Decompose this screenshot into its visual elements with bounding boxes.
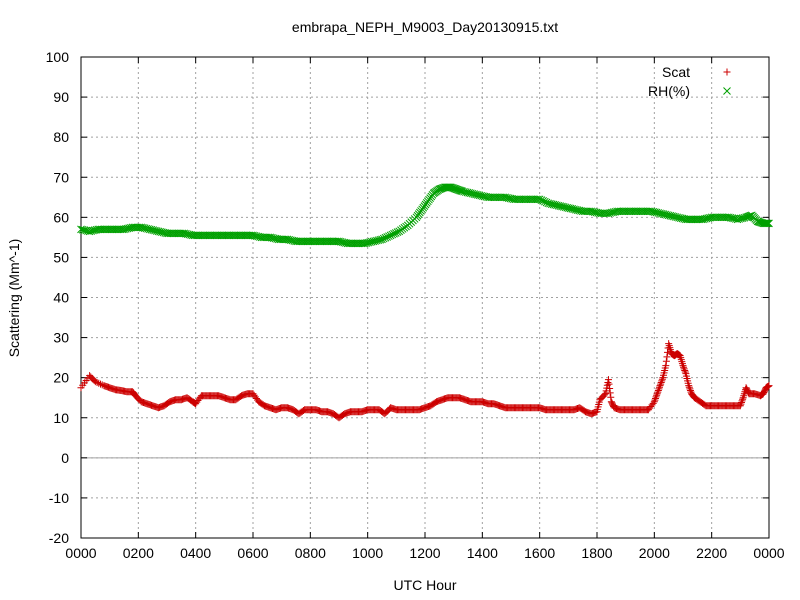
y-tick-label: 40: [53, 290, 69, 306]
scat-point: [600, 391, 608, 399]
scat-point: [739, 395, 747, 403]
scat-point: [606, 389, 614, 397]
legend-marker-scat: [723, 68, 731, 76]
y-tick-label: 30: [53, 330, 69, 346]
x-tick-label: 0200: [123, 545, 154, 561]
x-tick-label: 0800: [295, 545, 326, 561]
x-tick-label: 2200: [696, 545, 727, 561]
scat-point: [663, 353, 671, 361]
scat-point: [650, 398, 658, 406]
x-tick-labels: 0000 0200 0400 0600 0800 1000 1200 1400 1600 1800…: [65, 545, 784, 561]
legend-marker: [723, 68, 731, 76]
scat-point: [681, 366, 689, 374]
x-tick-label: 0000: [753, 545, 784, 561]
scat-point: [744, 388, 752, 396]
scat-point: [658, 375, 666, 383]
x-tick-label: 2000: [639, 545, 670, 561]
x-tick-label: 0000: [65, 545, 96, 561]
scat-point: [653, 391, 661, 399]
scat-point: [95, 379, 103, 387]
scat-point: [655, 383, 663, 391]
scat-point: [604, 376, 612, 384]
scat-point: [686, 385, 694, 393]
rh-point: [765, 219, 773, 228]
x-tick-label: 0400: [180, 545, 211, 561]
rh-point: [762, 219, 771, 228]
scat-point: [686, 386, 694, 394]
scat-point: [765, 382, 773, 390]
scat-point: [96, 380, 104, 388]
x-tick-label: 1200: [409, 545, 440, 561]
scat-point: [654, 388, 662, 396]
scat-point: [651, 396, 659, 404]
y-tick-label: 60: [53, 209, 69, 225]
scat-point: [98, 381, 106, 389]
x-tick-label: 1000: [352, 545, 383, 561]
scat-point: [655, 385, 663, 393]
scat-point: [737, 400, 745, 408]
scat-point: [680, 363, 688, 371]
y-tick-label: 50: [53, 249, 69, 265]
scat-point: [653, 390, 661, 398]
y-tick-label: -10: [49, 490, 69, 506]
chart-title: embrapa_NEPH_M9003_Day20130915.txt: [292, 19, 558, 35]
x-tick-label: 1600: [524, 545, 555, 561]
y-tick-label: 80: [53, 129, 69, 145]
y-tick-label: 70: [53, 169, 69, 185]
scat-point: [685, 382, 693, 390]
axis-ticks: [80, 56, 770, 539]
series-scat: [77, 340, 773, 422]
y-tick-label: -20: [49, 530, 69, 546]
x-tick-label: 1400: [467, 545, 498, 561]
legend: Scat RH(%): [648, 64, 731, 99]
y-tick-label: 10: [53, 410, 69, 426]
data-points: [77, 183, 773, 422]
y-tick-labels: -20 -10 0 10 20 30 40 50 60 70 80 90 100: [46, 49, 70, 546]
scat-point: [605, 380, 613, 388]
y-tick-label: 20: [53, 370, 69, 386]
scat-point: [654, 386, 662, 394]
x-tick-label: 1800: [581, 545, 612, 561]
legend-marker: [723, 87, 731, 95]
grid-lines: [81, 57, 769, 538]
scat-point: [738, 397, 746, 405]
scat-point: [606, 384, 614, 392]
x-axis-label: UTC Hour: [393, 577, 456, 593]
scat-point: [93, 378, 101, 386]
rh-point: [457, 187, 465, 195]
scat-point: [656, 382, 664, 390]
scat-point: [662, 362, 670, 370]
scat-point: [607, 393, 615, 401]
scat-point: [657, 378, 665, 386]
scat-point: [649, 399, 657, 407]
x-tick-label: 0600: [237, 545, 268, 561]
legend-label-scat: Scat: [662, 64, 690, 80]
rh-point: [746, 211, 755, 220]
scat-point: [680, 365, 688, 373]
y-axis-label: Scattering (Mm^-1): [6, 239, 22, 358]
scat-point: [736, 402, 744, 410]
legend-label-rh: RH(%): [648, 83, 690, 99]
scat-point: [679, 362, 687, 370]
legend-marker-rh: [723, 87, 731, 95]
scat-point: [651, 395, 659, 403]
rh-point: [393, 228, 402, 237]
series-rh: [77, 183, 773, 248]
y-tick-label: 0: [61, 450, 69, 466]
scat-point: [685, 383, 693, 391]
scat-point: [658, 377, 666, 385]
scat-point: [652, 393, 660, 401]
rh-point: [763, 219, 772, 228]
rh-point: [745, 212, 754, 220]
y-tick-label: 90: [53, 89, 69, 105]
scat-point: [681, 368, 689, 376]
y-tick-label: 100: [46, 49, 70, 65]
rh-point: [761, 219, 770, 228]
scat-point: [737, 399, 745, 407]
scat-point: [657, 380, 665, 388]
scat-point: [662, 357, 670, 365]
scat-point: [91, 378, 99, 386]
